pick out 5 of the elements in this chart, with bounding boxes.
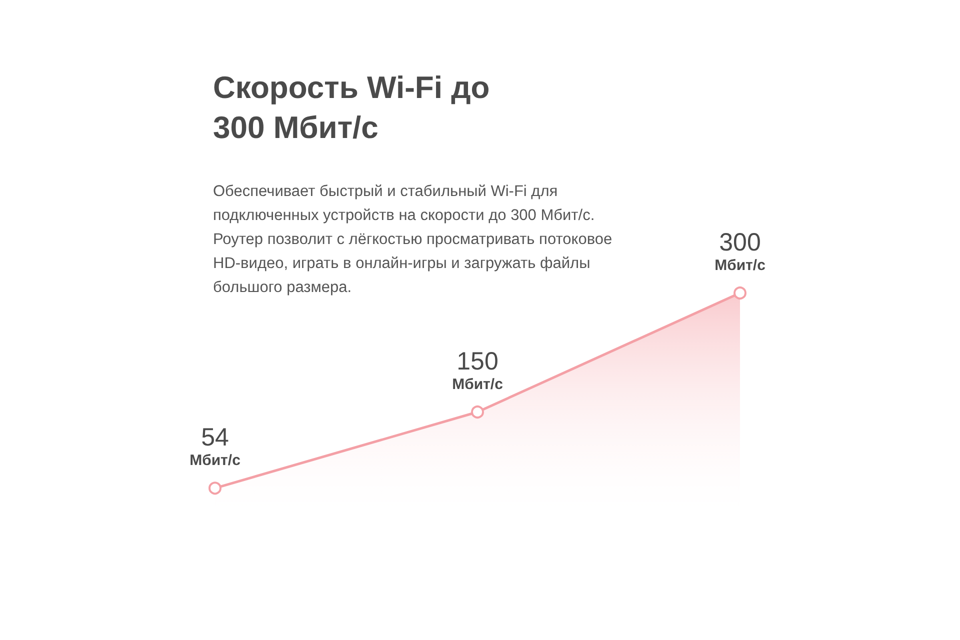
chart-title: Скорость Wi-Fi до 300 Мбит/с — [213, 69, 491, 147]
data-label: 54 Мбит/с — [190, 424, 240, 470]
data-label: 150 Мбит/с — [452, 348, 503, 393]
chart-subtitle: Обеспечивает быстрый и стабильный Wi-Fi для подключенных устройств на скорости до 300 Мбит/с. Роутер позволит с лёгкостью просматривать потоковое HD-видео, играть в онлайн-игры и загружать файлы большого размера. — [213, 182, 614, 298]
data-label: 300 Мбит/с — [714, 228, 766, 274]
